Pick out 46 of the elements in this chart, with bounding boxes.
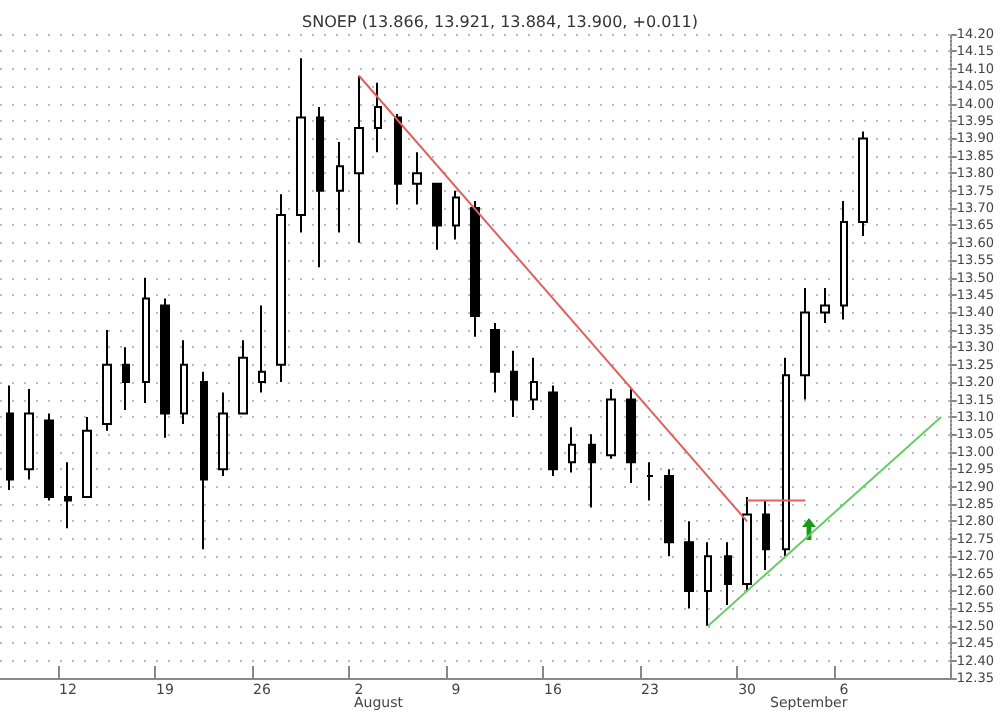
chart-title: SNOEP (13.866, 13.921, 13.884, 13.900, +0.011) [302,13,698,31]
candlestick [160,297,170,439]
candlestick [180,339,188,425]
candlestick [336,140,344,234]
candlestick [200,370,208,551]
candlestick [490,321,500,394]
candlestick [296,57,306,234]
candlestick [142,276,150,404]
candlestick [510,349,518,418]
candlestick [742,495,752,592]
candlestick [6,384,14,492]
candlestick [374,81,382,154]
candlestick [316,106,324,269]
candlestick [258,304,266,394]
candlestick [394,113,402,206]
candlestick [588,433,596,509]
candlestick [82,415,92,498]
candlestick [782,356,790,558]
candlestick [568,426,576,474]
candlestick [24,388,34,481]
candlestick [102,328,112,432]
candlestick [412,151,422,206]
candlestick [724,541,732,606]
candlestick [704,541,712,627]
candlestick [238,339,248,415]
candlestick [626,388,636,485]
candlestick [218,391,228,478]
candlestick [452,189,460,241]
candlestick [122,346,130,411]
candlestick [64,461,72,530]
candlestick [664,468,674,558]
candlestick [684,520,694,610]
candlestick [840,200,848,321]
candlestick [432,182,442,251]
candlestick [858,130,868,237]
candlestick [646,461,654,502]
candlestick [276,193,286,384]
candlestick [820,287,830,324]
candlestick [530,356,538,411]
candlestick [44,412,54,502]
candlestick [606,388,616,460]
candlestick [354,74,364,244]
candlestick [762,499,770,572]
candlestick [548,384,558,478]
candlestick [470,200,480,338]
candlestick [800,287,810,401]
